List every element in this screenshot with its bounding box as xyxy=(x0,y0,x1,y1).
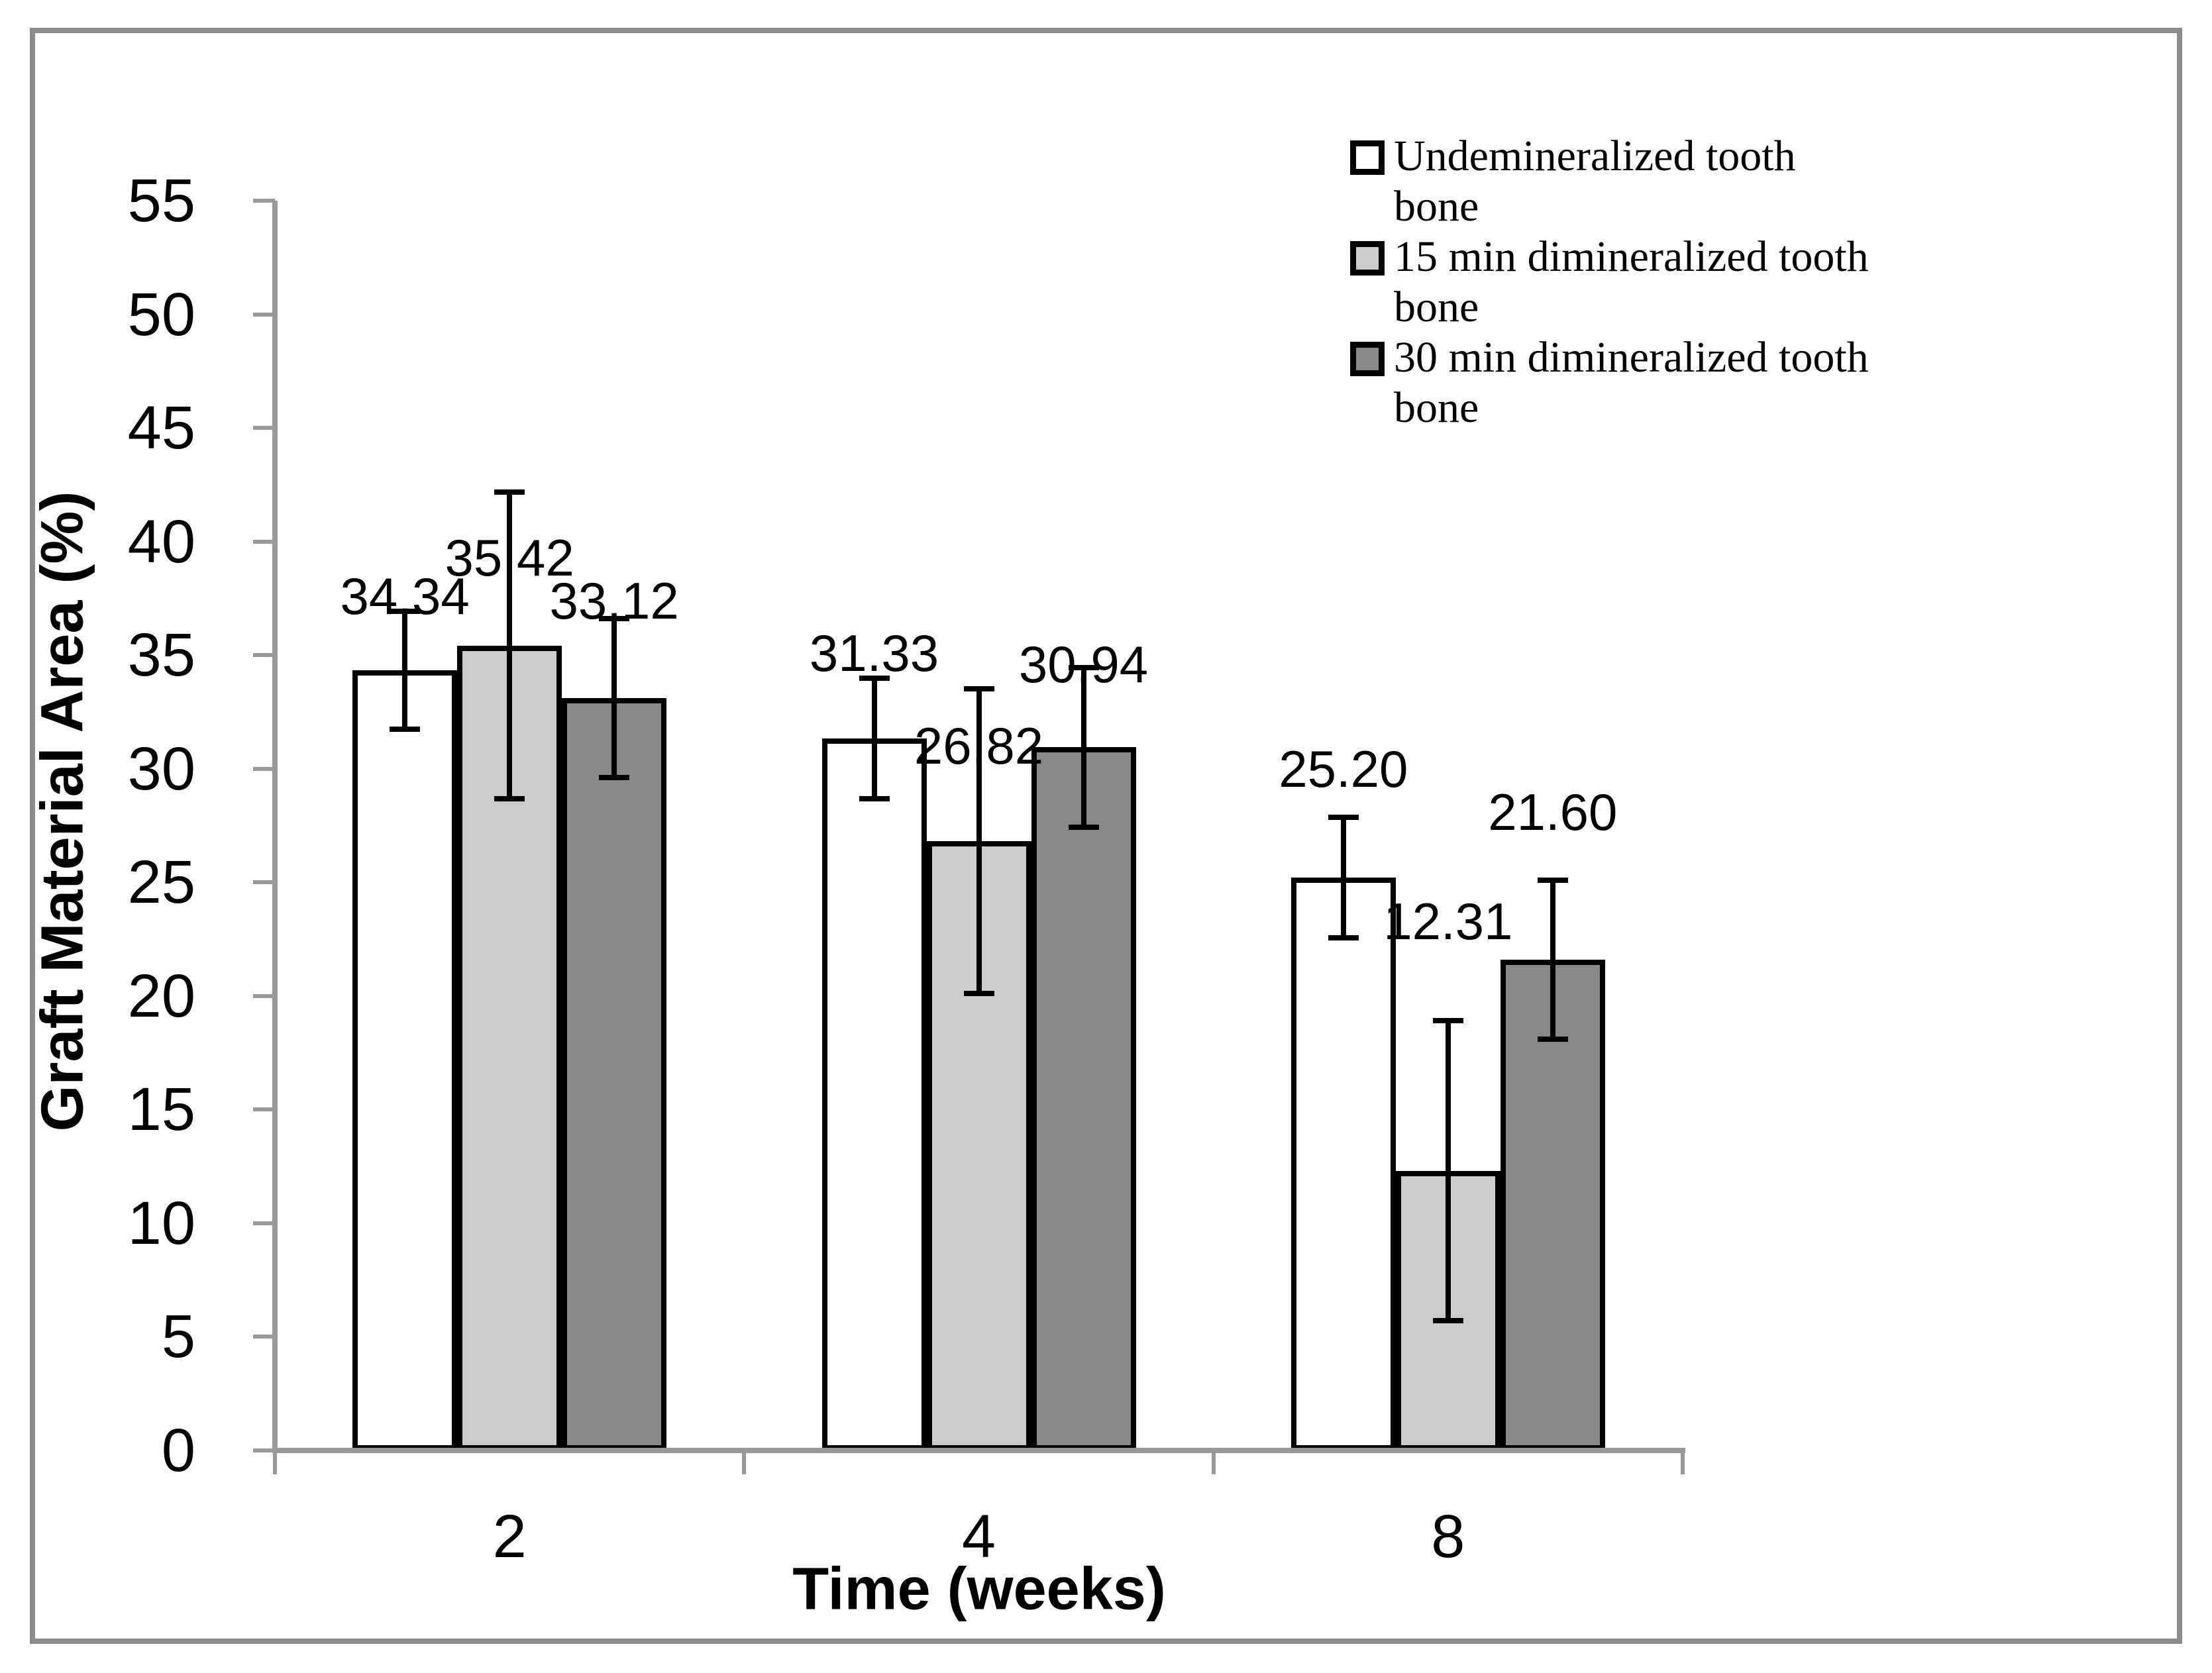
y-tick xyxy=(253,993,275,998)
error-bar-cap xyxy=(599,774,630,780)
x-axis-line xyxy=(272,1448,1685,1453)
y-tick xyxy=(253,199,275,203)
legend-swatch xyxy=(1350,241,1385,276)
y-tick-label: 30 xyxy=(127,735,195,803)
x-tick xyxy=(1681,1450,1685,1474)
bar-value-label: 21.60 xyxy=(1488,782,1618,841)
bar xyxy=(1031,747,1136,1450)
error-bar-cap xyxy=(390,608,421,614)
bar xyxy=(562,697,667,1450)
error-bar-cap xyxy=(1537,1037,1568,1042)
error-bar-cap xyxy=(1068,824,1099,830)
error-bar-line xyxy=(871,678,877,799)
y-tick-label: 5 xyxy=(161,1303,195,1371)
figure-border xyxy=(30,28,2182,1644)
legend-label-line: bone xyxy=(1394,383,1479,432)
y-tick xyxy=(253,1335,275,1339)
x-tick xyxy=(1211,1450,1216,1474)
bar xyxy=(1290,878,1396,1450)
error-bar-cap xyxy=(1328,815,1359,821)
bar xyxy=(352,670,458,1450)
legend-label-line: Undemineralized tooth xyxy=(1394,132,1796,180)
error-bar-line xyxy=(402,611,408,730)
bar-value-label: 34.34 xyxy=(340,566,470,625)
error-bar-line xyxy=(976,688,982,993)
bar-value-label: 30.94 xyxy=(1018,634,1149,693)
x-category-label: 4 xyxy=(961,1503,996,1570)
legend-label-line: bone xyxy=(1394,182,1479,230)
bar-value-label: 25.20 xyxy=(1279,739,1408,798)
y-tick-label: 35 xyxy=(127,621,195,689)
y-axis-title: Graft Material Area (%) xyxy=(29,491,96,1132)
legend-item: 15 min dimineralized tooth bone xyxy=(1350,232,1869,332)
y-tick xyxy=(253,653,275,658)
error-bar-cap xyxy=(963,685,994,691)
y-axis-line xyxy=(272,201,278,1450)
y-tick-label: 55 xyxy=(127,167,195,234)
error-bar-cap xyxy=(494,489,525,495)
legend: Undemineralized tooth bone 15 min diminera… xyxy=(1350,131,1869,433)
error-bar-line xyxy=(611,618,617,778)
legend-label: 15 min dimineralized tooth bone xyxy=(1394,232,1869,332)
error-bar-cap xyxy=(859,796,890,801)
y-tick xyxy=(253,539,275,544)
legend-swatch xyxy=(1350,342,1385,376)
legend-swatch xyxy=(1350,140,1385,175)
y-tick-label: 0 xyxy=(161,1417,195,1484)
error-bar-cap xyxy=(859,676,890,682)
x-category-label: 2 xyxy=(492,1503,527,1570)
x-axis-title: Time (weeks) xyxy=(792,1556,1166,1623)
legend-label-line: bone xyxy=(1394,283,1479,331)
bar xyxy=(926,840,1031,1450)
y-tick xyxy=(253,1448,275,1452)
error-bar-line xyxy=(1080,668,1086,827)
error-bar-cap xyxy=(1432,1018,1463,1024)
bar xyxy=(1500,959,1605,1450)
x-tick xyxy=(273,1450,277,1474)
x-category-label: 8 xyxy=(1431,1503,1465,1570)
error-bar-cap xyxy=(1068,665,1099,671)
legend-item: 30 min dimineralized tooth bone xyxy=(1350,332,1869,433)
bar-value-label: 35.42 xyxy=(445,528,574,587)
y-tick-label: 20 xyxy=(127,962,195,1030)
y-tick-label: 45 xyxy=(127,394,195,462)
error-bar-cap xyxy=(1432,1318,1463,1324)
bar-value-label: 26.82 xyxy=(914,717,1044,776)
y-tick-label: 40 xyxy=(127,507,195,576)
y-tick xyxy=(253,426,275,431)
y-tick-label: 25 xyxy=(127,848,195,917)
error-bar-line xyxy=(507,492,513,799)
y-tick xyxy=(253,880,275,885)
bar xyxy=(821,738,927,1450)
legend-label: 30 min dimineralized tooth bone xyxy=(1394,332,1869,433)
bar-value-label: 33.12 xyxy=(549,571,679,630)
error-bar-cap xyxy=(1537,877,1568,883)
y-tick-label: 10 xyxy=(127,1189,195,1257)
error-bar-line xyxy=(1445,1021,1451,1321)
y-tick xyxy=(253,1221,275,1225)
error-bar-cap xyxy=(599,615,630,621)
y-tick-label: 50 xyxy=(127,280,195,348)
error-bar-cap xyxy=(390,727,421,733)
y-tick xyxy=(253,312,275,317)
y-tick xyxy=(253,1107,275,1112)
error-bar-line xyxy=(1340,817,1346,938)
error-bar-cap xyxy=(1328,935,1359,941)
error-bar-cap xyxy=(963,990,994,996)
legend-item: Undemineralized tooth bone xyxy=(1350,131,1869,232)
bar-value-label: 31.33 xyxy=(809,623,939,682)
y-tick-label: 15 xyxy=(127,1076,195,1144)
bar-value-label: 12.31 xyxy=(1383,891,1513,950)
legend-label-line: 30 min dimineralized tooth xyxy=(1394,333,1869,381)
error-bar-cap xyxy=(494,796,525,802)
x-tick xyxy=(742,1450,747,1474)
legend-label-line: 15 min dimineralized tooth xyxy=(1394,232,1869,281)
legend-label: Undemineralized tooth bone xyxy=(1394,131,1796,232)
error-bar-line xyxy=(1550,880,1555,1039)
y-tick xyxy=(253,766,275,771)
